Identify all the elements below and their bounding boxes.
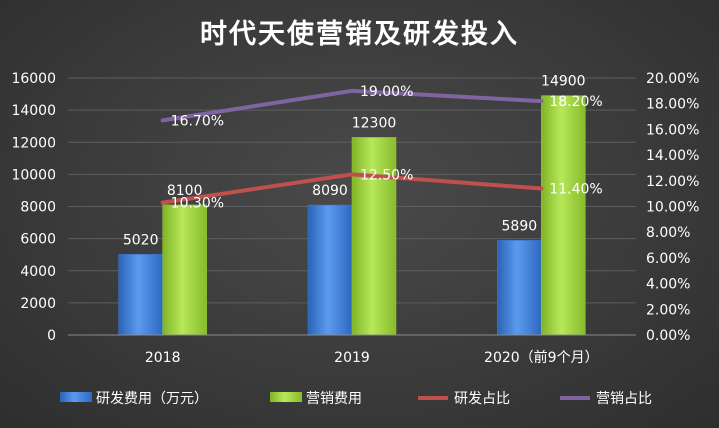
legend-label: 研发占比	[454, 391, 510, 407]
bar-data-label: 5890	[502, 218, 538, 234]
y-right-tick-label: 20.00%	[646, 71, 699, 87]
y-right-tick-label: 2.00%	[646, 302, 690, 318]
y-left-tick-label: 0	[47, 328, 56, 344]
bar-data-label: 14900	[541, 74, 586, 90]
y-right-tick-label: 14.00%	[646, 148, 699, 164]
bar	[351, 137, 397, 336]
legend: 研发费用（万元） 营销费用 研发占比 营销占比	[60, 391, 652, 407]
legend-swatch	[270, 392, 302, 402]
series-line	[160, 172, 544, 205]
line-data-label: 11.40%	[549, 182, 602, 198]
y-left-tick-label: 8000	[20, 200, 56, 216]
bar	[307, 204, 353, 336]
data-labels: 5020 8090 5890 8100 12300 14900 10.30% 12.50% 11…	[123, 74, 603, 249]
bar	[541, 95, 586, 336]
line-data-label: 18.20%	[549, 94, 602, 110]
y-right-tick-label: 4.00%	[646, 277, 690, 293]
bar-data-label: 8090	[312, 183, 348, 199]
bar	[118, 254, 163, 336]
y-right-tick-label: 10.00%	[646, 200, 699, 216]
bars	[118, 95, 586, 336]
legend-label: 营销占比	[596, 391, 652, 407]
y-right-tick-label: 8.00%	[646, 225, 690, 241]
y-right-tick-label: 16.00%	[646, 122, 699, 138]
x-tick-label: 2018	[145, 350, 181, 366]
y-right-tick-label: 6.00%	[646, 251, 690, 267]
line-data-label: 10.30%	[171, 196, 224, 212]
bar-data-label: 12300	[352, 115, 397, 131]
y-left-tick-label: 10000	[11, 167, 56, 183]
bar-data-label: 8100	[167, 183, 203, 199]
x-tick-label: 2020（前9个月）	[484, 349, 599, 366]
y-right-tick-label: 12.00%	[646, 174, 699, 190]
legend-label: 营销费用	[306, 391, 362, 407]
series-line	[160, 88, 544, 123]
y-right-tick-label: 0.00%	[646, 328, 690, 344]
legend-label: 研发费用（万元）	[96, 391, 208, 407]
y-left-tick-label: 16000	[11, 71, 56, 87]
x-tick-label: 2019	[334, 350, 370, 366]
lines	[160, 88, 544, 205]
y-right-tick-label: 18.00%	[646, 97, 699, 113]
line-data-label: 19.00%	[360, 84, 413, 100]
line-data-label: 16.70%	[171, 113, 224, 129]
bar-data-label: 5020	[123, 232, 159, 248]
y-left-tick-label: 14000	[11, 103, 56, 119]
legend-swatch	[60, 392, 92, 402]
axes: 0 2000 4000 6000 8000 10000 12000 14000 16000 0.0…	[11, 71, 699, 366]
y-left-tick-label: 12000	[11, 135, 56, 151]
y-left-tick-label: 2000	[20, 296, 56, 312]
chart-title: 时代天使营销及研发投入	[200, 18, 519, 50]
y-left-tick-label: 4000	[20, 264, 56, 280]
bar	[162, 204, 207, 336]
line-data-label: 12.50%	[360, 167, 413, 183]
bar	[497, 240, 542, 336]
y-left-tick-label: 6000	[20, 232, 56, 248]
